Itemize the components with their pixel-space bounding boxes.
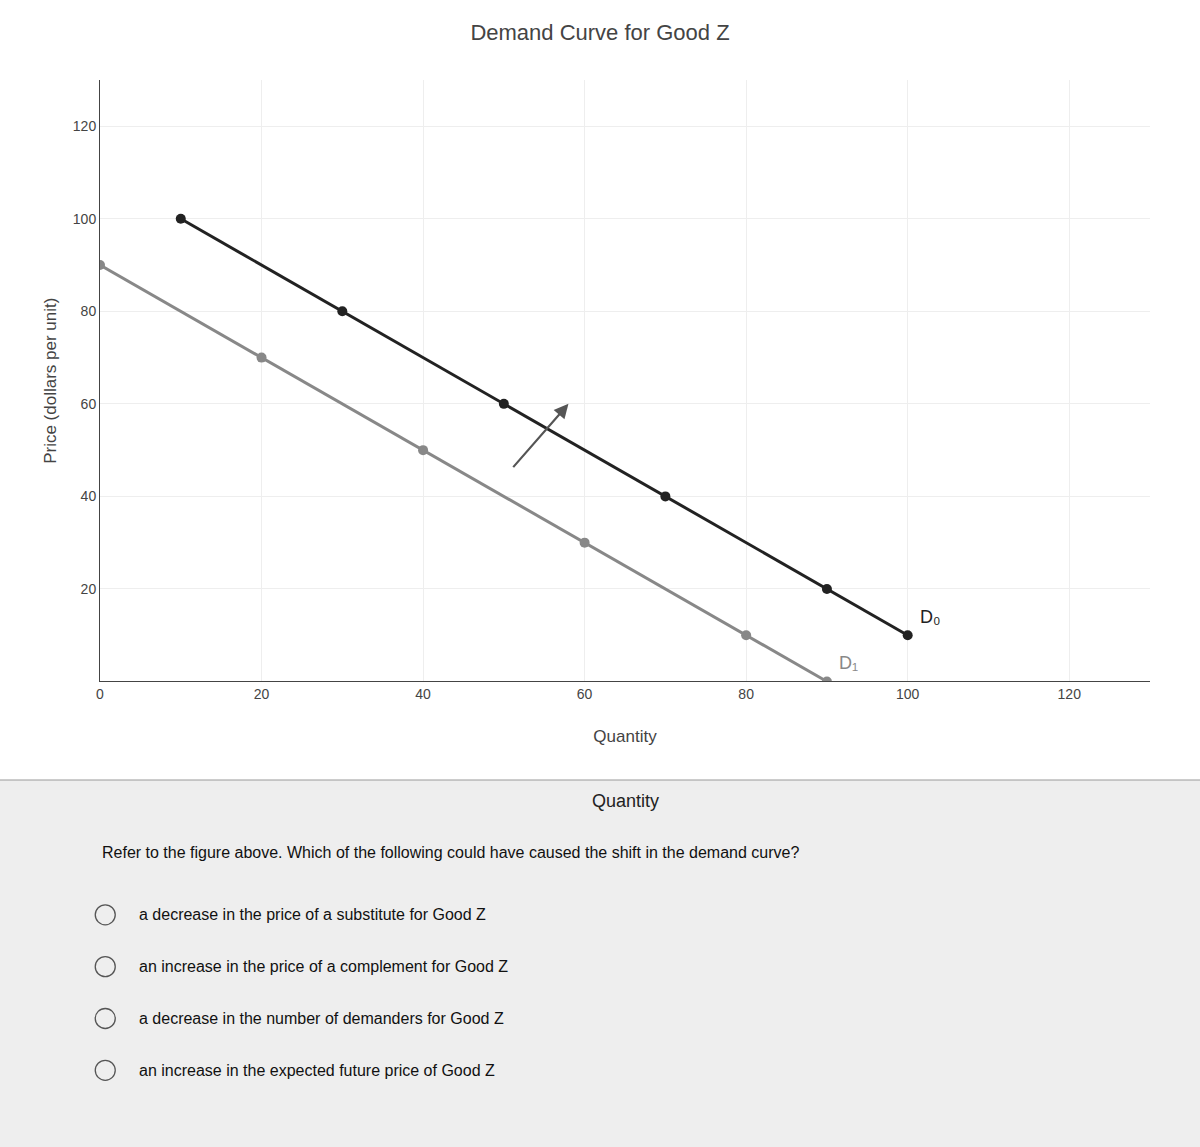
svg-text:an increase in the price of a: an increase in the price of a complement… bbox=[139, 958, 508, 975]
svg-text:100: 100 bbox=[73, 211, 97, 227]
svg-text:D₀: D₀ bbox=[920, 607, 940, 627]
svg-text:40: 40 bbox=[81, 488, 97, 504]
svg-text:0: 0 bbox=[96, 686, 104, 702]
svg-text:60: 60 bbox=[577, 686, 593, 702]
svg-text:40: 40 bbox=[415, 686, 431, 702]
svg-text:Quantity: Quantity bbox=[593, 727, 657, 746]
svg-text:Demand Curve for Good Z: Demand Curve for Good Z bbox=[470, 20, 729, 45]
svg-text:an increase in the expected fu: an increase in the expected future price… bbox=[139, 1062, 495, 1079]
svg-text:20: 20 bbox=[254, 686, 270, 702]
svg-text:Price (dollars per unit): Price (dollars per unit) bbox=[41, 298, 60, 464]
svg-text:a decrease in the price of a s: a decrease in the price of a substitute … bbox=[139, 906, 486, 923]
svg-text:80: 80 bbox=[738, 686, 754, 702]
svg-text:a decrease in the number of de: a decrease in the number of demanders fo… bbox=[139, 1010, 504, 1027]
svg-text:Refer to the figure above. Whi: Refer to the figure above. Which of the … bbox=[102, 844, 799, 861]
svg-text:120: 120 bbox=[73, 118, 97, 134]
svg-text:80: 80 bbox=[81, 303, 97, 319]
svg-text:Quantity: Quantity bbox=[592, 791, 659, 811]
svg-text:20: 20 bbox=[81, 581, 97, 597]
svg-text:120: 120 bbox=[1058, 686, 1082, 702]
svg-text:100: 100 bbox=[896, 686, 920, 702]
svg-text:D₁: D₁ bbox=[839, 653, 858, 673]
svg-text:60: 60 bbox=[81, 396, 97, 412]
